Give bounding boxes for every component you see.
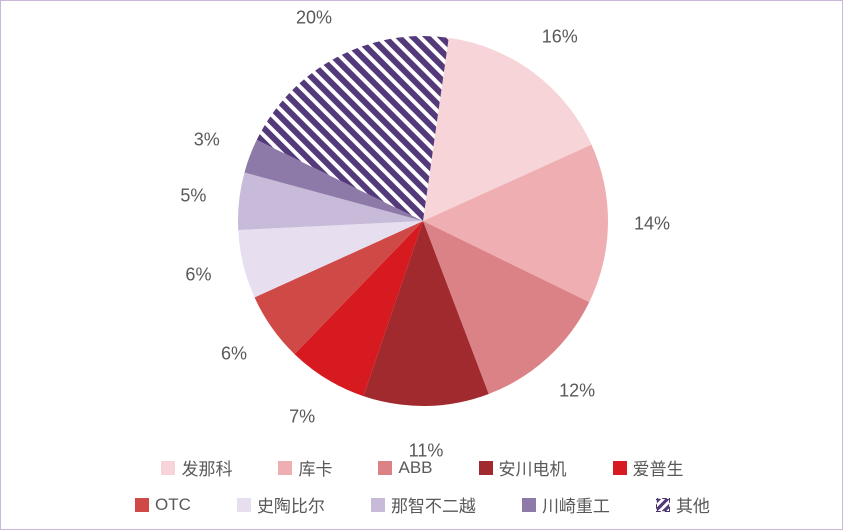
slice-label: 14% (634, 214, 670, 235)
legend-swatch (656, 498, 670, 512)
legend-swatch (613, 461, 627, 475)
slice-label: 12% (559, 380, 595, 401)
legend-item: 爱普生 (613, 455, 684, 480)
legend-item: ABB (378, 455, 432, 480)
slice-label: 6% (185, 265, 211, 286)
slice-label: 16% (542, 26, 578, 47)
legend-item: 其他 (656, 492, 710, 517)
slice-label: 5% (180, 186, 206, 207)
legend-label: OTC (155, 495, 191, 515)
legend-item: 川崎重工 (522, 492, 610, 517)
legend-swatch (479, 461, 493, 475)
legend-label: 爱普生 (633, 455, 684, 480)
legend-swatch (522, 498, 536, 512)
legend-label: 安川电机 (499, 455, 567, 480)
legend-swatch (237, 498, 251, 512)
pie-chart: 16%14%12%11%7%6%6%5%3%20% (1, 1, 843, 441)
legend-item: 发那科 (161, 455, 232, 480)
slice-label: 6% (221, 343, 247, 364)
slice-label: 20% (296, 7, 332, 28)
legend-label: 发那科 (181, 455, 232, 480)
legend-label: 库卡 (298, 455, 332, 480)
legend-item: 安川电机 (479, 455, 567, 480)
legend-label: 那智不二越 (391, 492, 476, 517)
legend-item: OTC (135, 492, 191, 517)
legend-row: OTC 史陶比尔 那智不二越 川崎重工 其他 (135, 492, 710, 517)
legend-item: 那智不二越 (371, 492, 476, 517)
pie-svg (236, 34, 610, 408)
slice-label: 7% (289, 407, 315, 428)
legend-label: 其他 (676, 492, 710, 517)
legend-swatch (378, 461, 392, 475)
legend-swatch (135, 498, 149, 512)
legend-swatch (371, 498, 385, 512)
legend-label: 史陶比尔 (257, 492, 325, 517)
legend-swatch (161, 461, 175, 475)
legend-label: 川崎重工 (542, 492, 610, 517)
legend-label: ABB (398, 458, 432, 478)
slice-label: 3% (194, 130, 220, 151)
legend-row: 发那科 库卡 ABB 安川电机 爱普生 (161, 455, 683, 480)
chart-frame: { "chart": { "type": "pie", "cx": 421, "… (0, 0, 843, 530)
legend-item: 库卡 (278, 455, 332, 480)
legend-item: 史陶比尔 (237, 492, 325, 517)
legend-swatch (278, 461, 292, 475)
legend: 发那科 库卡 ABB 安川电机 爱普生 OTC 史陶比尔 那智不二越 川崎重工 其他 (1, 455, 843, 517)
